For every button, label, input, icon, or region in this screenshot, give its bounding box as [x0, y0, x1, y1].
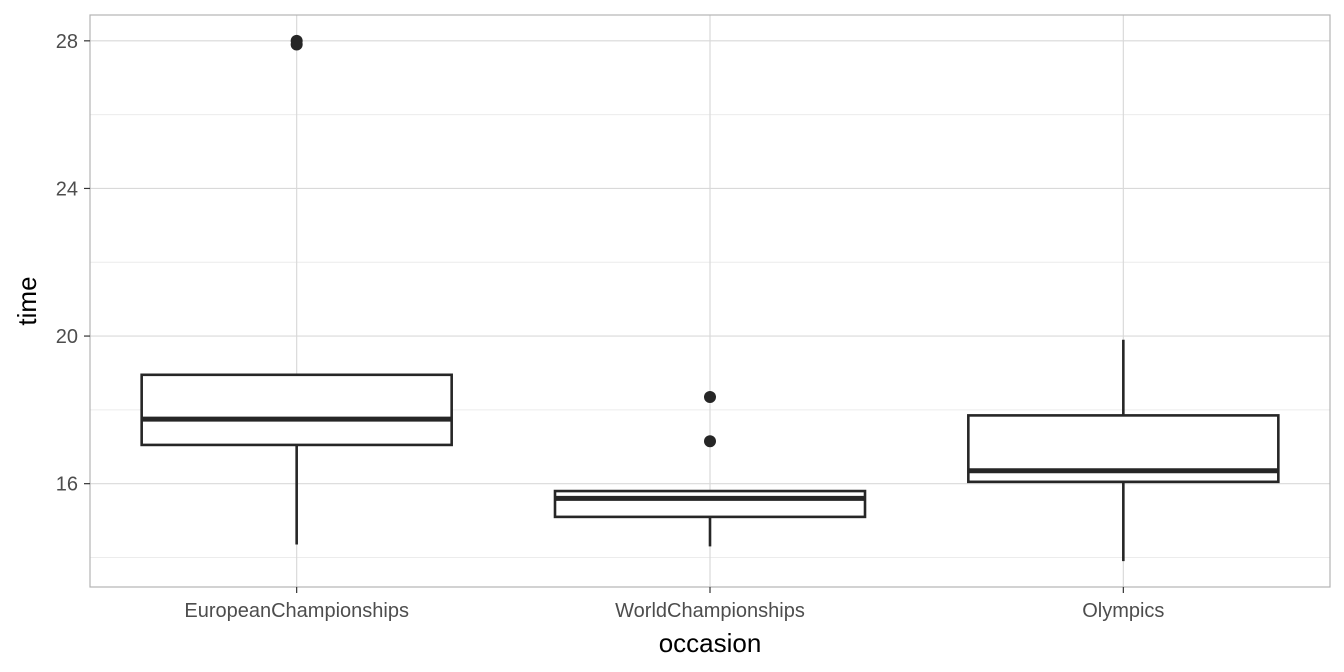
box-WorldChampionships — [553, 390, 867, 547]
outlier-point — [290, 34, 303, 47]
box-Olympics — [967, 339, 1280, 562]
x-tick-label: Olympics — [1082, 600, 1164, 622]
y-tick-label: 20 — [56, 326, 78, 348]
box-EuropeanChampionships — [140, 34, 453, 545]
y-axis-title: time — [12, 276, 42, 325]
box-iqr — [553, 489, 867, 519]
outlier-point — [704, 435, 716, 448]
box-layer — [140, 34, 1280, 562]
x-axis-ticks: EuropeanChampionships WorldChampionships O… — [184, 587, 1164, 622]
y-tick-label: 24 — [56, 178, 78, 200]
x-axis-title: occasion — [659, 628, 762, 658]
x-tick-label: WorldChampionships — [615, 600, 805, 622]
box-iqr — [140, 373, 453, 447]
y-axis-ticks: 16 20 24 28 — [56, 31, 90, 496]
outlier-point — [704, 390, 716, 403]
x-tick-label: EuropeanChampionships — [184, 600, 409, 622]
y-tick-label: 28 — [56, 31, 78, 53]
y-tick-label: 16 — [56, 474, 78, 496]
